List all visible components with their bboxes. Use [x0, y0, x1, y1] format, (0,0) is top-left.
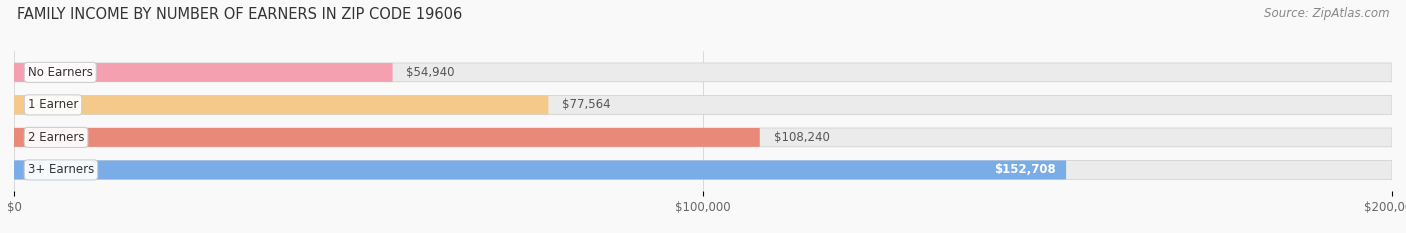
FancyBboxPatch shape — [14, 128, 759, 147]
FancyBboxPatch shape — [14, 63, 1392, 82]
FancyBboxPatch shape — [14, 161, 1392, 179]
Text: $152,708: $152,708 — [994, 163, 1056, 176]
Text: $54,940: $54,940 — [406, 66, 456, 79]
FancyBboxPatch shape — [14, 96, 1392, 114]
Text: 1 Earner: 1 Earner — [28, 98, 79, 111]
Text: 2 Earners: 2 Earners — [28, 131, 84, 144]
Text: $108,240: $108,240 — [773, 131, 830, 144]
FancyBboxPatch shape — [14, 63, 392, 82]
FancyBboxPatch shape — [14, 161, 1066, 179]
Text: 3+ Earners: 3+ Earners — [28, 163, 94, 176]
Text: FAMILY INCOME BY NUMBER OF EARNERS IN ZIP CODE 19606: FAMILY INCOME BY NUMBER OF EARNERS IN ZI… — [17, 7, 463, 22]
Text: Source: ZipAtlas.com: Source: ZipAtlas.com — [1264, 7, 1389, 20]
Text: No Earners: No Earners — [28, 66, 93, 79]
FancyBboxPatch shape — [14, 128, 1392, 147]
FancyBboxPatch shape — [14, 96, 548, 114]
Text: $77,564: $77,564 — [562, 98, 610, 111]
